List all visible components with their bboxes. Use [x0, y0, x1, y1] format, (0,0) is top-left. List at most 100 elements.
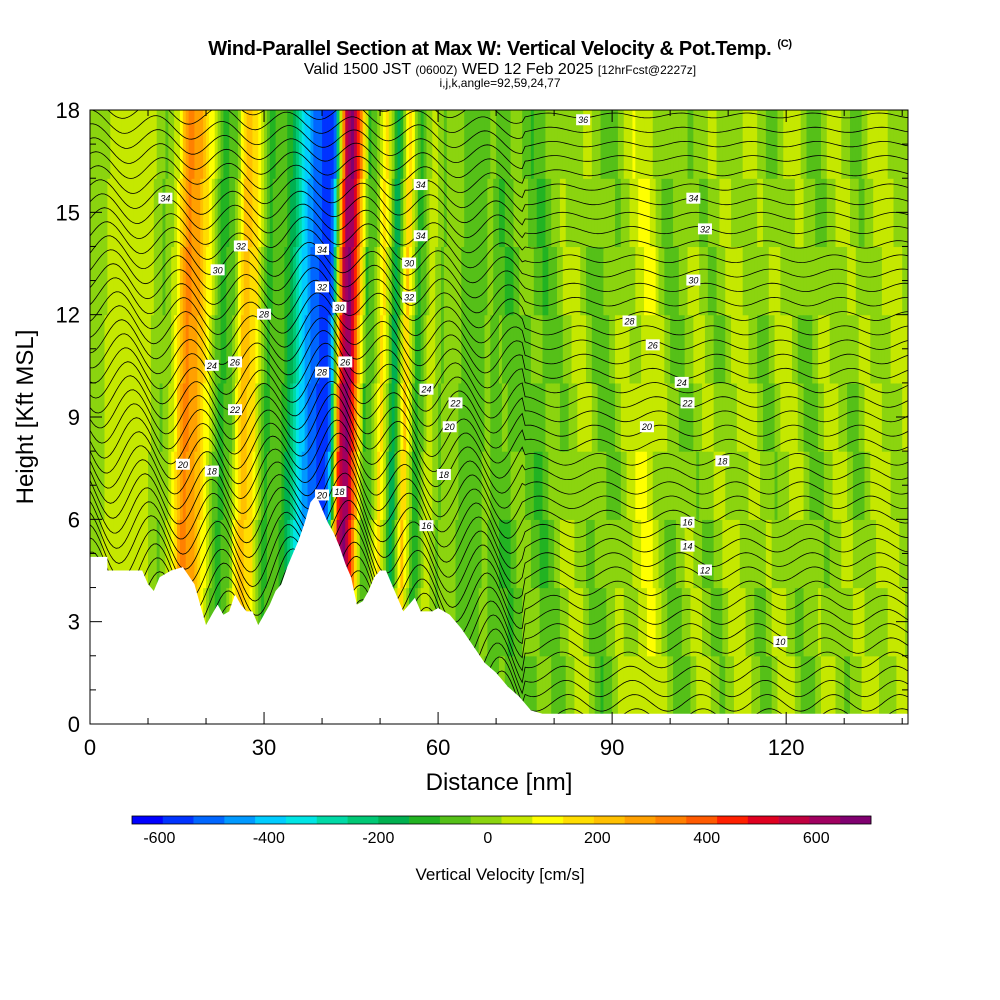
contour-label: 10	[775, 637, 785, 647]
velocity-cell	[847, 451, 851, 520]
velocity-cell	[382, 110, 387, 179]
velocity-cell	[484, 519, 488, 589]
velocity-cell	[719, 246, 723, 316]
velocity-cell	[748, 451, 752, 520]
velocity-cell	[438, 110, 442, 179]
colorbar-swatch	[285, 816, 318, 824]
velocity-cell	[469, 382, 474, 452]
velocity-cell	[739, 246, 744, 316]
velocity-cell	[873, 655, 877, 724]
velocity-cell	[867, 451, 871, 520]
velocity-cell	[858, 655, 863, 724]
velocity-cell	[658, 655, 663, 724]
velocity-cell	[472, 587, 477, 657]
velocity-cell	[394, 110, 399, 179]
velocity-cell	[197, 178, 201, 248]
velocity-cell	[719, 655, 723, 724]
velocity-cell	[844, 246, 848, 316]
velocity-cell	[293, 382, 297, 452]
velocity-cell	[858, 178, 863, 248]
colorbar-swatch	[655, 816, 687, 824]
velocity-cell	[876, 382, 880, 452]
velocity-cell	[716, 519, 721, 589]
velocity-cell	[293, 314, 297, 384]
velocity-cell	[130, 110, 135, 179]
velocity-cell	[481, 519, 486, 589]
velocity-cell	[754, 382, 758, 452]
velocity-cell	[815, 246, 819, 316]
velocity-cell	[878, 110, 883, 179]
velocity-cell	[336, 314, 341, 384]
velocity-cell	[469, 178, 474, 248]
velocity-cell	[890, 519, 895, 589]
velocity-cell	[858, 519, 863, 589]
velocity-cell	[580, 655, 584, 724]
velocity-cell	[394, 178, 399, 248]
velocity-cell	[655, 519, 660, 589]
velocity-cell	[675, 178, 680, 248]
velocity-cell	[165, 178, 169, 248]
velocity-cell	[472, 178, 477, 248]
velocity-cell	[145, 178, 149, 248]
velocity-cell	[455, 110, 459, 179]
velocity-cell	[148, 110, 152, 179]
contour-label-bg	[419, 520, 434, 532]
velocity-cell	[165, 382, 169, 452]
velocity-cell	[893, 314, 897, 384]
velocity-cell	[873, 110, 877, 179]
velocity-cell	[533, 178, 538, 248]
velocity-cell	[530, 655, 535, 724]
velocity-cell	[322, 110, 326, 179]
velocity-cell	[110, 314, 114, 384]
velocity-cell	[475, 178, 480, 248]
velocity-cell	[345, 178, 349, 248]
velocity-cell	[461, 587, 465, 657]
velocity-cell	[281, 110, 285, 179]
velocity-cell	[246, 519, 251, 589]
velocity-cell	[435, 314, 439, 384]
velocity-cell	[702, 655, 706, 724]
velocity-cell	[841, 451, 845, 520]
velocity-cell	[142, 382, 146, 452]
velocity-cell	[446, 178, 451, 248]
velocity-cell	[142, 246, 146, 316]
velocity-cell	[681, 246, 686, 316]
velocity-cell	[449, 246, 454, 316]
velocity-cell	[559, 655, 564, 724]
velocity-cell	[411, 382, 416, 452]
velocity-cell	[249, 110, 254, 179]
velocity-cell	[472, 451, 477, 520]
velocity-cell	[565, 587, 570, 657]
velocity-cell	[417, 110, 422, 179]
velocity-cell	[258, 314, 262, 384]
velocity-cell	[702, 382, 706, 452]
velocity-cell	[661, 382, 665, 452]
velocity-cell	[780, 655, 784, 724]
velocity-cell	[812, 519, 816, 589]
velocity-cell	[867, 110, 871, 179]
velocity-cell	[809, 451, 813, 520]
chart-title-text: Wind-Parallel Section at Max W: Vertical…	[208, 38, 772, 60]
velocity-cell	[594, 314, 599, 384]
velocity-cell	[757, 110, 761, 179]
velocity-cell	[371, 110, 375, 179]
velocity-cell	[623, 110, 628, 179]
velocity-cell	[626, 655, 631, 724]
velocity-cell	[751, 655, 755, 724]
velocity-cell	[440, 314, 445, 384]
velocity-cell	[237, 451, 242, 520]
velocity-cell	[673, 655, 677, 724]
velocity-cell	[577, 178, 581, 248]
velocity-cell	[539, 246, 544, 316]
velocity-cell	[101, 110, 106, 179]
velocity-cell	[800, 178, 805, 248]
velocity-cell	[542, 519, 547, 589]
velocity-cell	[612, 451, 616, 520]
velocity-cell	[852, 587, 857, 657]
velocity-cell	[786, 519, 790, 589]
velocity-cell	[191, 314, 196, 384]
velocity-cell	[789, 110, 793, 179]
velocity-cell	[800, 110, 805, 179]
velocity-cell	[609, 246, 613, 316]
velocity-cell	[388, 178, 393, 248]
